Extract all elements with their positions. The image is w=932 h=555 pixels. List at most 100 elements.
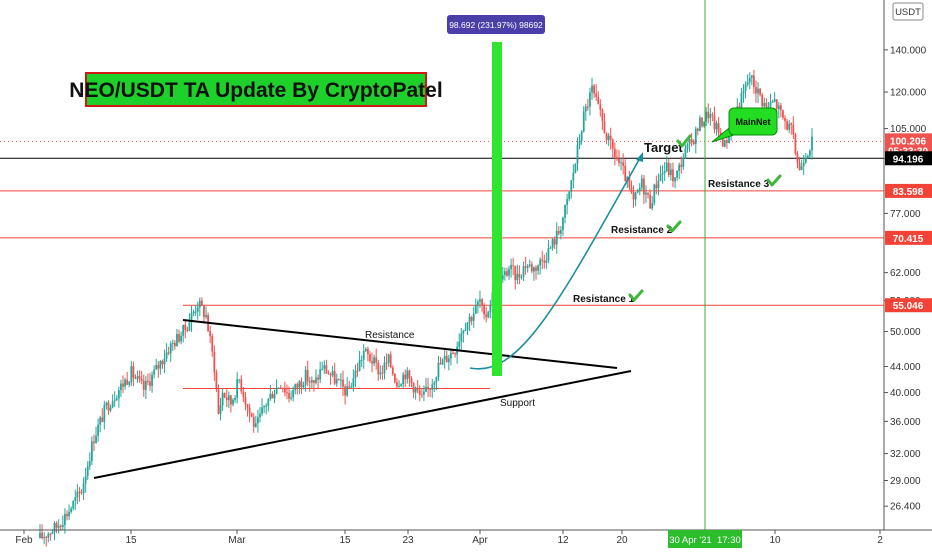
candle-body [387, 354, 390, 363]
candle-body [572, 172, 575, 181]
candle-body [618, 159, 620, 163]
candle-body [383, 362, 386, 374]
candle-body [209, 331, 212, 337]
candle-body [115, 398, 118, 401]
candle-body [566, 199, 569, 205]
candle-body [672, 169, 674, 182]
candle-body [275, 387, 278, 395]
candle-body [684, 148, 687, 158]
candle-body [746, 82, 749, 85]
candle-body [234, 398, 236, 400]
candle-body [547, 248, 550, 261]
candle-body [344, 386, 346, 396]
candle-body [126, 379, 129, 385]
candle-body [414, 387, 417, 393]
candle-body [173, 342, 176, 347]
candle-body [356, 370, 359, 372]
support-label: Support [500, 398, 535, 409]
candle-body [707, 111, 710, 119]
candle-body [447, 358, 450, 363]
candle-body [408, 370, 411, 379]
candle-body [425, 386, 427, 392]
candle-body [645, 192, 647, 195]
candle-body [742, 91, 745, 94]
candle-body [429, 388, 432, 390]
candle-body [748, 77, 751, 83]
candle-body [70, 508, 73, 512]
candle-body [261, 407, 263, 414]
candle-body [516, 273, 519, 281]
candle-body [68, 511, 70, 517]
candle-body [138, 376, 141, 379]
candle-body [568, 191, 571, 200]
price-axis-panel[interactable] [884, 0, 932, 530]
candle-body [541, 259, 544, 261]
candle-body [483, 305, 486, 315]
candle-body [549, 247, 552, 249]
candle-body [215, 372, 218, 390]
candle-body [616, 157, 618, 160]
candle-body [420, 394, 423, 396]
candle-body [200, 300, 203, 306]
candle-body [669, 169, 672, 176]
candle-body [474, 304, 477, 314]
candle-body [288, 393, 290, 399]
candle-body [298, 381, 301, 388]
price-label-box [885, 298, 932, 313]
candle-body [468, 316, 471, 323]
candle-body [557, 230, 560, 234]
candle-body [352, 378, 355, 387]
candle-body [674, 177, 676, 182]
candle-body [775, 99, 778, 110]
y-tick-label: 120.000 [890, 88, 927, 99]
resistance-label: Resistance [365, 330, 415, 341]
price-label-box [885, 230, 932, 245]
candle-body [574, 163, 577, 173]
candle-body [728, 132, 730, 143]
candle-body [51, 532, 54, 534]
candle-body [213, 351, 216, 373]
candle-body [389, 354, 392, 368]
candle-body [605, 133, 608, 140]
candle-body [157, 365, 160, 369]
candle-body [792, 124, 795, 135]
resistance-1-check-icon [628, 289, 644, 302]
candle-body [41, 532, 43, 539]
currency-badge[interactable] [892, 2, 924, 21]
projection-arrowhead-icon [636, 152, 643, 162]
candle-body [659, 174, 662, 181]
candle-body [375, 357, 378, 363]
candle-body [603, 121, 606, 134]
candle-body [169, 343, 172, 354]
x-tick-label: 23 [402, 535, 414, 546]
candle-body [134, 377, 137, 379]
candle-body [283, 388, 286, 393]
candle-body [43, 536, 46, 539]
candle-body [136, 376, 139, 379]
candle-body [537, 265, 539, 271]
candle-body [418, 390, 421, 395]
candle-body [423, 391, 425, 395]
candle-body [325, 365, 328, 374]
candle-body [479, 299, 481, 302]
candle-body [526, 265, 529, 268]
candle-body [159, 361, 162, 369]
candle-body [315, 377, 317, 383]
candle-body [694, 128, 697, 144]
chart-title: NEO/USDT TA Update By CryptoPatel [69, 79, 442, 102]
measure-label-box [447, 15, 545, 34]
candle-body [586, 106, 589, 108]
candle-body [124, 379, 126, 387]
candle-body [107, 402, 110, 411]
candle-body [310, 380, 313, 383]
candle-body [45, 536, 48, 538]
candle-body [396, 382, 398, 387]
resistance-3-check-icon [766, 174, 782, 187]
cursor-time-label: 30 Apr '21 17:30 [669, 535, 741, 546]
candle-body [771, 101, 774, 103]
candle-body [788, 123, 791, 130]
candle-body [366, 348, 369, 355]
candle-body [680, 164, 683, 167]
candle-body [757, 88, 759, 94]
